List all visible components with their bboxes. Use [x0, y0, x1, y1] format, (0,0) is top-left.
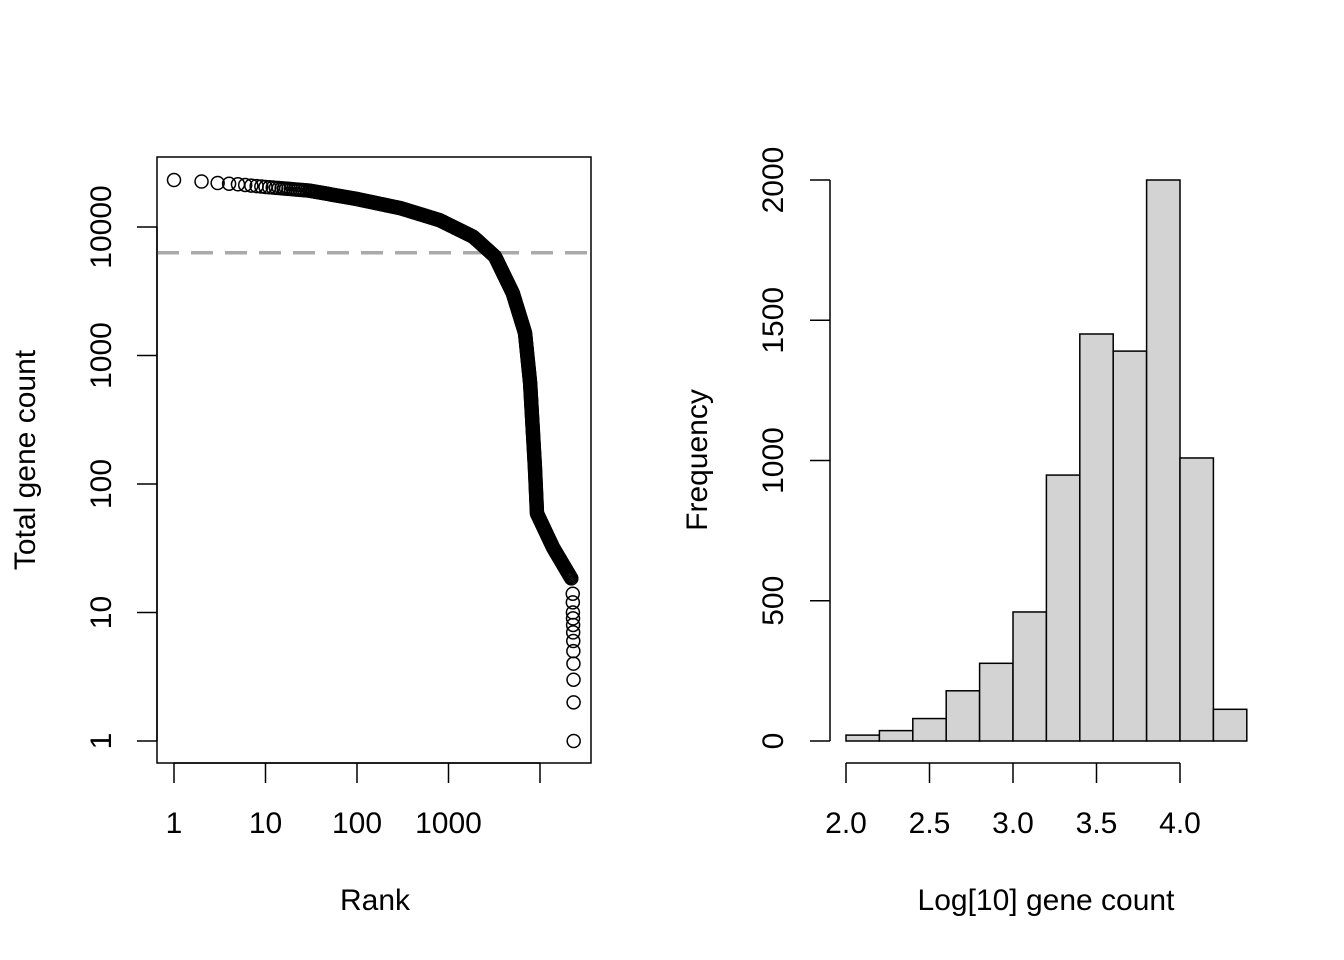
y-tick-label: 10: [85, 596, 118, 629]
histogram-bar: [1045, 474, 1081, 742]
histogram-bar: [878, 729, 914, 742]
y-tick-label: 1500: [757, 287, 790, 354]
data-point: [566, 672, 581, 687]
histogram-bars: [845, 179, 1248, 742]
rank-x-label: Rank: [340, 884, 411, 917]
data-point: [194, 174, 209, 189]
histogram-bar: [912, 717, 947, 742]
rank-axes: 1 10 100 1000 1 10 100 1000 10000: [85, 185, 541, 840]
data-point: [244, 178, 259, 193]
histogram-bar: [1212, 708, 1248, 742]
data-point: [565, 611, 581, 626]
histogram-bar: [945, 690, 981, 742]
y-tick-label: 0: [757, 733, 790, 750]
y-tick-label: 1: [85, 733, 118, 750]
data-point: [565, 586, 581, 601]
x-tick-label: 100: [332, 807, 382, 840]
data-point: [166, 172, 182, 188]
histogram-bar: [1179, 457, 1215, 742]
y-tick-label: 500: [757, 576, 790, 626]
x-tick-label: 3.5: [1076, 807, 1118, 840]
y-tick-label: 1000: [757, 427, 790, 494]
histogram-bar: [1012, 611, 1048, 742]
data-point: [565, 617, 581, 633]
data-point: [565, 625, 581, 640]
data-point: [566, 633, 581, 649]
histogram-bar: [1079, 333, 1114, 742]
data-point: [566, 695, 581, 710]
x-tick-label: 2.5: [909, 807, 951, 840]
x-tick-label: 3.0: [992, 807, 1034, 840]
rank-points: [166, 172, 581, 749]
histogram-bar: [845, 734, 881, 742]
data-point: [254, 179, 269, 194]
histogram-x-label: Log[10] gene count: [918, 884, 1176, 917]
rank-plot-box: [156, 156, 592, 764]
data-point: [237, 177, 253, 193]
y-tick-label: 2000: [757, 147, 790, 214]
histogram-bar: [1112, 350, 1148, 742]
data-point: [566, 643, 581, 659]
data-point: [210, 175, 225, 191]
rank-plot: 1 10 100 1000 1 10 100 1000 10000 Rank Total gen…: [9, 156, 592, 917]
rank-y-label: Total gene count: [9, 349, 42, 570]
x-tick-label: 4.0: [1159, 807, 1201, 840]
data-point: [221, 176, 237, 191]
histogram-bar: [978, 662, 1014, 742]
data-point: [566, 733, 581, 749]
data-point: [565, 595, 581, 610]
y-tick-label: 100: [85, 459, 118, 509]
x-tick-label: 2.0: [825, 807, 867, 840]
y-tick-label: 1000: [85, 322, 118, 389]
histogram-y-label: Frequency: [681, 389, 714, 531]
data-point: [564, 571, 579, 586]
y-tick-label: 10000: [85, 185, 118, 268]
histogram-axes: 2.0 2.5 3.0 3.5 4.0 0 500 1000 1500 2000: [757, 147, 1201, 840]
x-tick-label: 10: [249, 807, 282, 840]
data-point: [566, 656, 581, 671]
x-tick-label: 1: [166, 807, 183, 840]
histogram-plot: 2.0 2.5 3.0 3.5 4.0 0 500 1000 1500 2000 Log[10] …: [681, 147, 1248, 917]
histogram-bar: [1145, 179, 1181, 742]
x-tick-label: 1000: [415, 807, 482, 840]
